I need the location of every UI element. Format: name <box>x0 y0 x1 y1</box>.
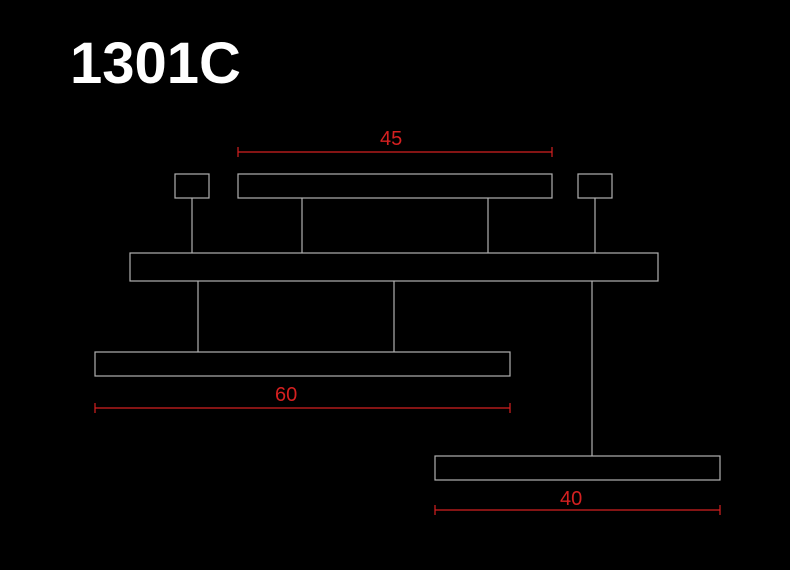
dimension-label-45: 45 <box>380 128 402 151</box>
technical-drawing <box>0 0 790 570</box>
dimension-label-40: 40 <box>560 488 582 511</box>
diagram-canvas: 1301C 45 60 40 <box>0 0 790 570</box>
dimension-label-60: 60 <box>275 384 297 407</box>
